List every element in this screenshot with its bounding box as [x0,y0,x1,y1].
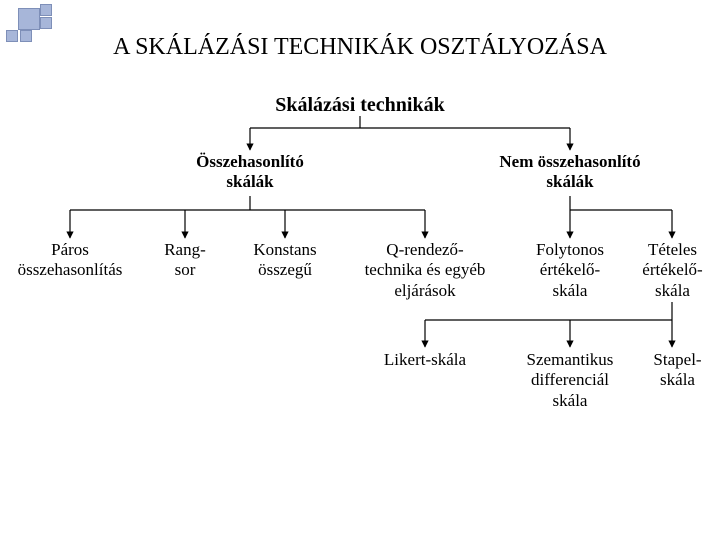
node-likert: Likert-skála [355,350,495,370]
slide-title: A SKÁLÁZÁSI TECHNIKÁK OSZTÁLYOZÁSA [0,34,720,61]
node-rank: Rang-sor [145,240,225,281]
node-root: Skálázási technikák [0,94,720,117]
node-comparative: Összehasonlítóskálák [135,152,365,193]
node-stapel: Stapel-skála [635,350,720,391]
node-semantic: Szemantikusdifferenciálskála [500,350,640,411]
node-paired: Párosösszehasonlítás [0,240,140,281]
node-itemized: Tételesértékelő-skála [625,240,720,301]
node-qsort: Q-rendező-technika és egyébeljárások [340,240,510,301]
node-continuous: Folytonosértékelő-skála [515,240,625,301]
slide: A SKÁLÁZÁSI TECHNIKÁK OSZTÁLYOZÁSA Skálá… [0,0,720,540]
node-noncomparative: Nem összehasonlítóskálák [440,152,700,193]
node-constantsum: Konstansösszegű [230,240,340,281]
